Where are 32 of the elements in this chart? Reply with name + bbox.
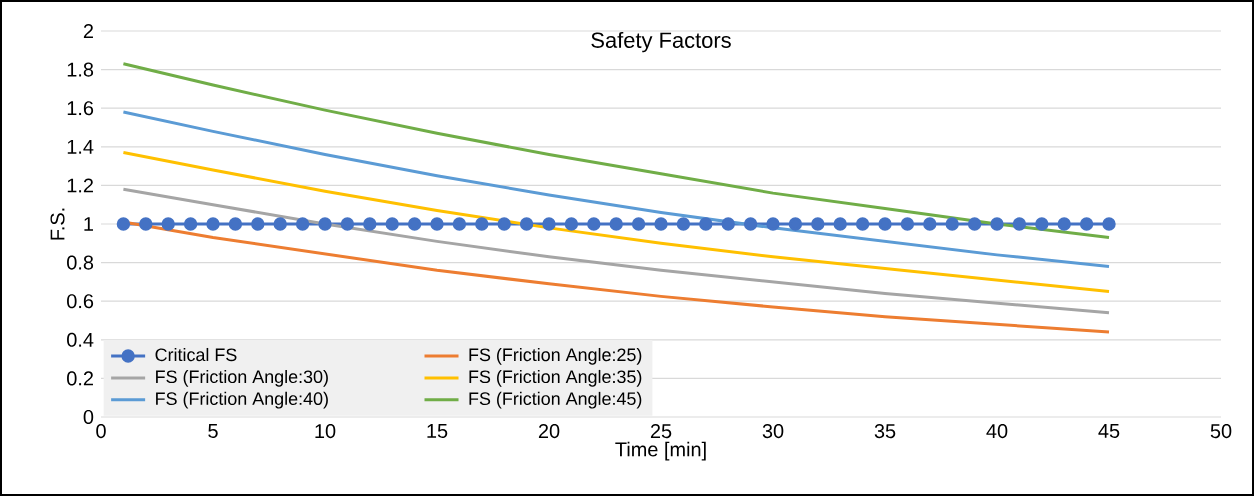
legend-label: FS (Friction Angle:35) — [469, 369, 642, 387]
x-tick-label: 35 — [874, 424, 896, 439]
x-tick-label: 30 — [762, 424, 784, 439]
y-tick-label: 1.8 — [67, 62, 94, 77]
x-axis-title: Time [min] — [615, 441, 706, 461]
x-tick-label: 0 — [96, 424, 106, 439]
y-tick-label: 0.2 — [67, 371, 93, 386]
x-tick-label: 50 — [1210, 424, 1232, 439]
line-series — [121, 62, 1111, 240]
y-axis-title: F.S. — [50, 208, 65, 240]
x-tick-label: 10 — [315, 424, 336, 439]
legend-label: FS (Friction Angle:45) — [469, 391, 642, 409]
legend-label: FS (Friction Angle:40) — [156, 391, 328, 409]
y-tick-label: 1 — [84, 217, 93, 231]
x-tick-label: 15 — [427, 424, 448, 438]
y-tick-label: 0.6 — [67, 294, 94, 309]
x-tick-label: 5 — [208, 424, 218, 438]
x-tick-label: 40 — [986, 424, 1008, 439]
x-tick-label: 25 — [650, 424, 672, 439]
legend-label: Critical FS — [155, 347, 237, 362]
y-tick-label: 1.6 — [67, 101, 94, 116]
legend-label: FS (Friction Angle:30) — [156, 369, 328, 387]
legend-label: FS (Friction Angle:25) — [469, 347, 642, 365]
x-tick-label: 45 — [1098, 424, 1120, 438]
y-tick-label: 1.2 — [67, 178, 93, 193]
x-tick-label: 20 — [538, 424, 560, 439]
y-tick-label: 1.4 — [67, 139, 94, 154]
y-tick-label: 0.4 — [67, 332, 94, 347]
y-tick-label: 0 — [83, 409, 94, 425]
y-tick-label: 2 — [83, 24, 93, 38]
chart-title: Safety Factors — [591, 31, 731, 53]
y-tick-label: 0.8 — [67, 255, 94, 270]
